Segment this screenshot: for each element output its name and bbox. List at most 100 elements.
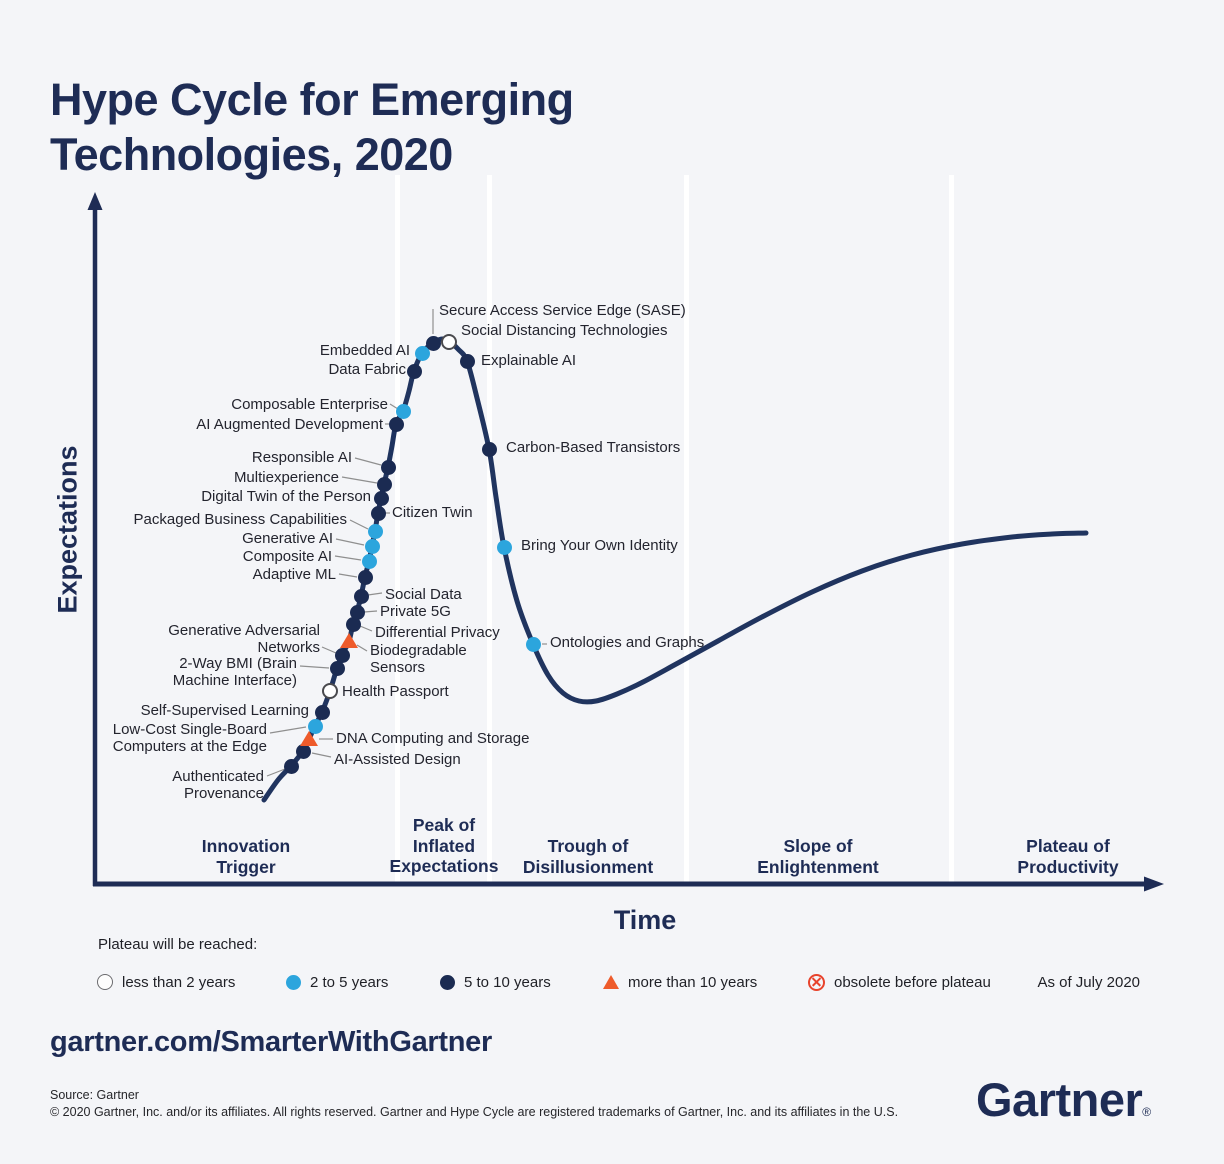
- point-label-social-distancing-technologies: Social Distancing Technologies: [461, 322, 668, 339]
- point-marker-composite-ai: [361, 553, 377, 569]
- point-marker-social-data: [353, 588, 369, 604]
- point-marker-composable-enterprise: [395, 403, 411, 419]
- legend-item-label: more than 10 years: [628, 973, 758, 991]
- triangle-marker-icon: [603, 975, 619, 989]
- phase-separator: [684, 175, 689, 882]
- phase-label-innovation-trigger: Innovation Trigger: [201, 836, 291, 877]
- legend-item-label: less than 2 years: [122, 973, 236, 991]
- gartner-logo-text: Gartner: [976, 1073, 1143, 1126]
- point-label-responsible-ai: Responsible AI: [251, 449, 352, 466]
- leader-line-generative-ai: [335, 538, 365, 546]
- dark-marker-icon: [440, 974, 455, 990]
- copyright-note: © 2020 Gartner, Inc. and/or its affiliat…: [50, 1105, 899, 1119]
- point-marker-social-distancing-technologies: [441, 334, 457, 350]
- point-marker-multiexperience: [376, 476, 392, 492]
- point-marker-self-supervised-learning: [314, 704, 330, 720]
- registered-mark-icon: ®: [1142, 1105, 1151, 1119]
- point-marker-citizen-twin: [370, 505, 386, 521]
- legend-item-2-to-5-years: 2 to 5 years: [286, 973, 388, 991]
- point-label-composable-enterprise: Composable Enterprise: [231, 396, 388, 413]
- gartner-url: gartner.com/SmarterWithGartner: [50, 1026, 492, 1058]
- leader-line-biodegradable-sensors: [356, 644, 368, 652]
- lightblue-marker-icon: [286, 974, 301, 990]
- phase-label-peak-of-inflated-expectations: Peak of Inflated Expectations: [389, 815, 499, 876]
- legend-item-label: 5 to 10 years: [464, 973, 551, 991]
- page-title-line-2: Technologies, 2020: [50, 129, 453, 181]
- phase-separator: [395, 175, 400, 882]
- point-marker-generative-ai: [364, 538, 380, 554]
- point-marker-adaptive-ml: [357, 569, 373, 585]
- point-label-secure-access-service-edge-sase: Secure Access Service Edge (SASE): [439, 302, 686, 319]
- as-of-date: As of July 2020: [1037, 974, 1140, 991]
- legend-item-label: obsolete before plateau: [834, 973, 991, 991]
- leader-line-adaptive-ml: [338, 573, 358, 578]
- point-label-explainable-ai: Explainable AI: [481, 352, 577, 369]
- leader-line-differential-privacy: [359, 625, 373, 632]
- y-axis-label: Expectations: [52, 445, 83, 614]
- point-marker-ai-augmented-development: [388, 416, 404, 432]
- point-marker-explainable-ai: [459, 353, 475, 369]
- y-axis: [87, 192, 103, 886]
- leader-line-private-5g: [363, 610, 378, 613]
- point-marker-2-way-bmi-brain-machine-interface: [329, 660, 345, 676]
- leader-line-packaged-business-capabilities: [349, 519, 369, 530]
- point-marker-authenticated-provenance: [283, 758, 299, 774]
- leader-line-authenticated-provenance: [266, 768, 286, 777]
- x-axis-label: Time: [613, 905, 677, 935]
- point-label-authenticated-provenance: Authenticated Provenance: [172, 768, 264, 802]
- page-title-line-1: Hype Cycle for Emerging: [50, 74, 574, 126]
- y-axis-arrow-icon: [87, 192, 103, 210]
- obsolete-marker-icon: [808, 973, 825, 991]
- point-marker-private-5g: [349, 604, 365, 620]
- point-marker-bring-your-own-identity: [496, 539, 512, 555]
- point-label-composite-ai: Composite AI: [242, 548, 332, 565]
- point-marker-ai-assisted-design: [295, 743, 311, 759]
- phase-separator: [487, 175, 492, 882]
- point-label-low-cost-single-board-computers-at-the-edge: Low-Cost Single-Board Computers at the Ed…: [112, 721, 267, 755]
- point-label-bring-your-own-identity: Bring Your Own Identity: [521, 537, 678, 554]
- point-label-self-supervised-learning: Self-Supervised Learning: [140, 702, 309, 719]
- point-label-carbon-based-transistors: Carbon-Based Transistors: [506, 439, 681, 456]
- point-label-dna-computing-and-storage: DNA Computing and Storage: [336, 730, 530, 747]
- point-label-ai-augmented-development: AI Augmented Development: [196, 416, 383, 433]
- leader-line-ai-assisted-design: [311, 752, 332, 758]
- page-title: Hype Cycle for Emerging Technologies, 202…: [50, 72, 574, 182]
- point-label-2-way-bmi-brain-machine-interface: 2-Way BMI (Brain Machine Interface): [172, 655, 297, 689]
- legend-item-less-than-2-years: less than 2 years: [97, 973, 235, 991]
- point-marker-health-passport: [322, 683, 338, 699]
- point-marker-responsible-ai: [380, 459, 396, 475]
- x-axis: [93, 876, 1164, 892]
- legend-item-5-to-10-years: 5 to 10 years: [440, 973, 551, 991]
- x-axis-arrow-icon: [1144, 876, 1164, 892]
- phase-label-plateau-of-productivity: Plateau of Productivity: [1017, 836, 1119, 877]
- phase-label-slope-of-enlightenment: Slope of Enlightenment: [757, 836, 879, 877]
- point-label-adaptive-ml: Adaptive ML: [252, 566, 336, 583]
- point-label-digital-twin-of-the-person: Digital Twin of the Person: [201, 488, 371, 505]
- point-marker-packaged-business-capabilities: [367, 523, 383, 539]
- point-marker-embedded-ai: [414, 345, 430, 361]
- leader-line-responsible-ai: [354, 457, 382, 466]
- point-marker-low-cost-single-board-computers-at-the-edge: [307, 718, 323, 734]
- legend-heading: Plateau will be reached:: [98, 936, 258, 953]
- point-marker-data-fabric: [406, 363, 422, 379]
- leader-lines: [266, 309, 547, 777]
- legend-item-label: 2 to 5 years: [310, 973, 389, 991]
- point-label-packaged-business-capabilities: Packaged Business Capabilities: [133, 511, 347, 528]
- leader-line-2-way-bmi-brain-machine-interface: [299, 665, 330, 669]
- point-label-health-passport: Health Passport: [342, 683, 449, 700]
- leader-line-composite-ai: [334, 555, 362, 561]
- phase-separator: [949, 175, 954, 882]
- white-marker-icon: [97, 974, 113, 990]
- point-marker-generative-adversarial-networks: [334, 647, 350, 663]
- gartner-logo: Gartner®: [976, 1072, 1151, 1127]
- leader-line-multiexperience: [341, 476, 378, 484]
- point-label-ai-assisted-design: AI-Assisted Design: [334, 751, 461, 768]
- leader-line-low-cost-single-board-computers-at-the-edge: [269, 726, 307, 734]
- point-label-generative-adversarial-networks: Generative Adversarial Networks: [168, 622, 320, 656]
- point-marker-differential-privacy: [345, 616, 361, 632]
- point-marker-digital-twin-of-the-person: [373, 490, 389, 506]
- legend-item-more-than-10-years: more than 10 years: [603, 973, 757, 991]
- point-label-generative-ai: Generative AI: [242, 530, 333, 547]
- point-marker-secure-access-service-edge-sase: [425, 335, 441, 351]
